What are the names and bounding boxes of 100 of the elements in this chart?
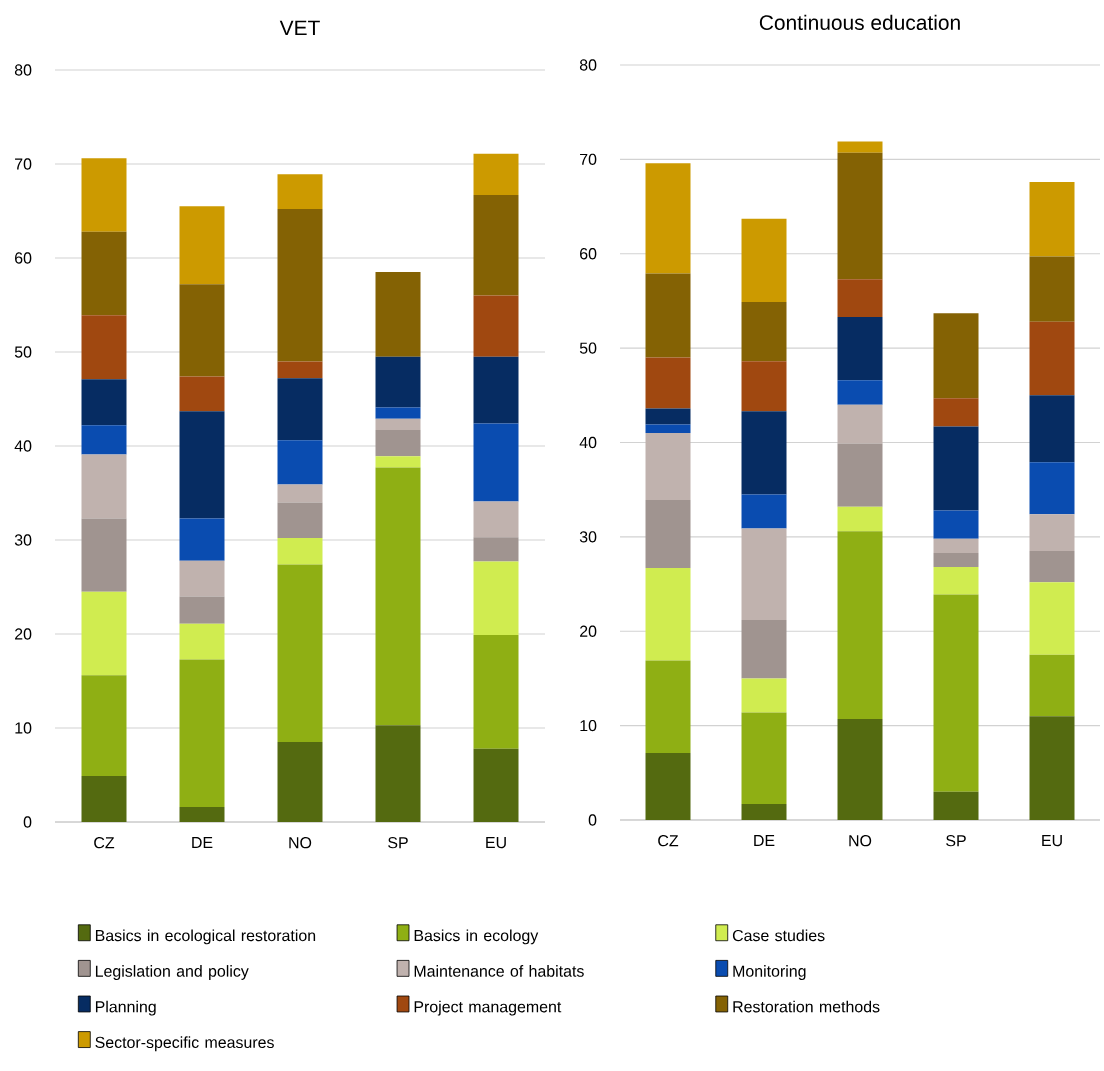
bar (81, 231, 127, 316)
y-tick-label: 20 (580, 625, 597, 637)
bar (645, 568, 691, 661)
bar (473, 153, 519, 196)
bar (473, 634, 519, 749)
bar (741, 361, 787, 412)
bar (645, 408, 691, 425)
bar (375, 418, 421, 431)
legend-label: Planning (95, 1000, 156, 1016)
bar (375, 467, 421, 726)
bar (277, 538, 323, 565)
bar (375, 272, 421, 357)
x-tick-label: SP (388, 837, 408, 849)
legend-label: Basics in ecology (414, 929, 539, 945)
x-tick-label: NO (289, 837, 312, 849)
bar (837, 279, 883, 317)
bar (837, 380, 883, 405)
chart-title: Continuous education (759, 14, 960, 31)
y-tick-label: 70 (15, 158, 32, 170)
bar (277, 174, 323, 210)
bar (277, 378, 323, 441)
bar (179, 411, 225, 519)
bar (473, 356, 519, 424)
bar (473, 501, 519, 538)
bar (179, 518, 225, 561)
y-tick-label: 80 (579, 59, 597, 71)
bar (741, 301, 787, 362)
bar (81, 379, 127, 426)
bar (741, 619, 787, 679)
bar (179, 284, 225, 377)
bar (1029, 395, 1075, 463)
bar (645, 660, 691, 753)
bar (1029, 182, 1075, 257)
bar (933, 594, 979, 792)
bar (933, 791, 979, 820)
bar (473, 295, 519, 357)
bar (645, 163, 691, 274)
bar (179, 659, 225, 807)
y-tick-label: 70 (580, 153, 597, 166)
y-tick-label: 50 (14, 346, 32, 358)
bar (81, 591, 127, 676)
bar (473, 423, 519, 502)
bar (277, 502, 323, 539)
x-tick-label: EU (486, 837, 506, 849)
bar (81, 315, 127, 380)
bar (933, 426, 979, 511)
bar (645, 273, 691, 358)
bar (741, 218, 787, 302)
bar (933, 552, 979, 568)
bar (81, 425, 127, 455)
legend-label: Case studies (732, 929, 825, 942)
bar (837, 152, 883, 280)
bar (1029, 582, 1075, 655)
y-tick-label: 50 (579, 342, 597, 354)
bar (837, 506, 883, 532)
bar (81, 518, 127, 592)
bar (741, 712, 787, 804)
bar (933, 567, 979, 595)
y-tick-label: 20 (15, 628, 32, 640)
y-tick-label: 40 (579, 436, 597, 449)
bar (277, 484, 323, 503)
bar (375, 456, 421, 468)
bar (473, 195, 519, 296)
bar (933, 313, 979, 399)
bar (179, 623, 225, 660)
y-tick-label: 0 (588, 814, 597, 826)
bar (837, 719, 883, 820)
bar (837, 443, 883, 507)
bar (645, 433, 691, 501)
bar (1029, 654, 1075, 717)
x-tick-label: CZ (658, 835, 679, 847)
bar (473, 561, 519, 635)
bar (277, 209, 323, 362)
bar (741, 494, 787, 529)
legend-label: Project management (414, 1000, 562, 1016)
bar (375, 430, 421, 457)
bar (837, 404, 883, 444)
bar (179, 596, 225, 624)
x-tick-label: EU (1042, 835, 1062, 847)
bar (1029, 551, 1075, 583)
y-tick-label: 10 (15, 722, 32, 734)
legend-label: Legislation and policy (95, 965, 249, 980)
bar (933, 538, 979, 553)
bar (1029, 514, 1075, 552)
legend-label: Maintenance of habitats (414, 965, 584, 977)
bar (473, 537, 519, 562)
bar (645, 357, 691, 409)
bar (837, 531, 883, 720)
bar (375, 725, 421, 822)
bar (81, 158, 127, 232)
bar (741, 411, 787, 495)
bar (81, 454, 127, 519)
y-tick-label: 10 (580, 719, 597, 732)
bar (741, 528, 787, 620)
y-tick-label: 30 (579, 531, 597, 543)
y-tick-label: 80 (14, 64, 32, 76)
x-tick-label: DE (754, 835, 775, 846)
x-tick-label: DE (192, 837, 213, 849)
legend-label: Restoration methods (733, 1000, 880, 1013)
bar (741, 803, 787, 820)
